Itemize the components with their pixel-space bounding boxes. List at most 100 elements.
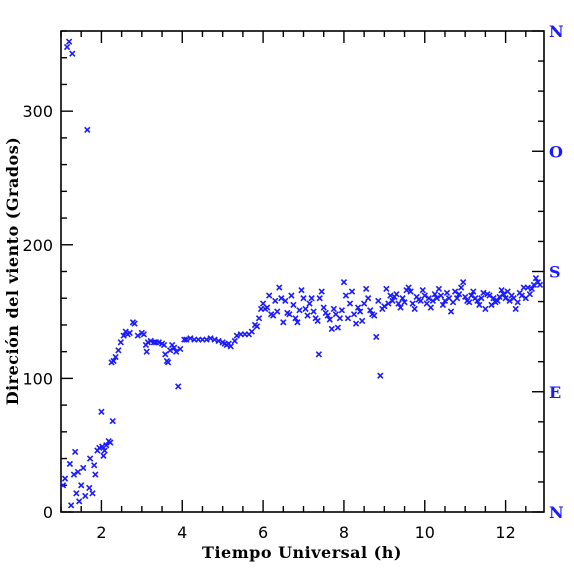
data-point-stroke — [336, 315, 344, 322]
data-point-stroke — [383, 285, 390, 293]
data-point-stroke — [314, 317, 321, 325]
data-point — [459, 279, 467, 286]
data-point-stroke — [431, 291, 439, 298]
data-point-stroke — [514, 299, 521, 306]
data-point — [506, 297, 513, 305]
data-point — [86, 484, 93, 492]
data-point-stroke — [171, 344, 178, 351]
data-point-stroke — [126, 329, 133, 337]
data-point — [73, 490, 80, 497]
data-point-stroke — [308, 295, 315, 302]
data-point-stroke — [360, 300, 368, 307]
y-tick-label: 300 — [22, 102, 53, 121]
data-point-stroke — [294, 319, 301, 326]
data-point-stroke — [265, 292, 273, 299]
data-point — [272, 297, 279, 305]
data-point-stroke — [59, 482, 67, 489]
data-point-stroke — [318, 288, 325, 295]
data-point — [117, 339, 124, 346]
data-point-stroke — [342, 292, 350, 299]
compass-label: S — [549, 263, 561, 282]
data-point-stroke — [393, 291, 400, 298]
data-point — [215, 337, 222, 345]
data-point — [78, 482, 85, 489]
data-point-stroke — [263, 304, 271, 311]
data-point — [427, 304, 434, 311]
data-point — [304, 312, 311, 319]
data-point — [373, 333, 380, 341]
data-point — [175, 383, 182, 390]
data-point — [278, 295, 285, 302]
data-point-stroke — [459, 279, 467, 286]
data-point-stroke — [510, 295, 517, 302]
data-point — [296, 307, 303, 314]
data-point-stroke — [203, 336, 210, 343]
data-point — [110, 357, 117, 365]
data-point-stroke — [482, 305, 489, 313]
data-point — [314, 317, 321, 325]
data-point-stroke — [107, 439, 114, 446]
data-point-stroke — [181, 336, 188, 343]
data-point — [74, 468, 82, 476]
data-point — [352, 320, 360, 327]
data-point-stroke — [112, 353, 119, 361]
data-point — [375, 297, 382, 305]
data-point-stroke — [320, 304, 327, 311]
data-point-stroke — [147, 337, 154, 345]
data-point — [480, 289, 487, 297]
data-point — [409, 300, 416, 307]
data-point-stroke — [103, 442, 110, 449]
data-point — [67, 502, 75, 509]
data-point — [421, 292, 428, 299]
data-point-stroke — [227, 343, 234, 350]
data-point-stroke — [425, 295, 432, 302]
data-point — [439, 301, 447, 309]
data-point-stroke — [401, 299, 408, 306]
data-point — [470, 288, 477, 295]
data-point-stroke — [354, 304, 362, 311]
data-point — [502, 295, 509, 302]
data-point — [66, 460, 74, 468]
data-point-stroke — [490, 295, 497, 302]
data-point — [112, 353, 119, 361]
data-point-stroke — [316, 295, 323, 302]
data-point-stroke — [362, 285, 370, 293]
data-point-stroke — [530, 281, 538, 289]
data-point-stroke — [375, 297, 382, 305]
data-point-stroke — [300, 295, 307, 302]
data-point-stroke — [371, 312, 378, 319]
data-point — [389, 297, 396, 305]
data-point-stroke — [315, 351, 323, 358]
data-point — [90, 462, 98, 469]
data-point — [302, 305, 309, 313]
data-point — [536, 281, 544, 289]
data-point-stroke — [389, 297, 396, 305]
data-point-stroke — [328, 325, 335, 333]
data-point-stroke — [290, 301, 297, 309]
data-point — [233, 332, 240, 339]
data-point-stroke — [306, 300, 313, 307]
x-tick-label: 4 — [177, 523, 187, 542]
data-point-stroke — [117, 339, 124, 346]
data-point-stroke — [248, 328, 255, 335]
data-point-stroke — [73, 490, 80, 497]
data-point — [532, 275, 540, 282]
data-point-stroke — [177, 345, 184, 353]
data-point — [282, 297, 289, 305]
data-point — [131, 320, 138, 327]
compass-label: O — [549, 142, 563, 161]
data-point — [407, 288, 414, 295]
data-point-stroke — [296, 307, 303, 314]
data-point — [274, 308, 281, 315]
data-point-stroke — [447, 308, 455, 315]
data-point-stroke — [468, 292, 475, 299]
data-point — [340, 279, 348, 286]
data-point-stroke — [166, 347, 174, 354]
data-point — [140, 331, 148, 338]
data-point-stroke — [286, 311, 293, 318]
data-point-stroke — [532, 275, 540, 282]
data-point-stroke — [417, 297, 424, 305]
data-point — [107, 439, 114, 446]
data-point-stroke — [274, 308, 281, 315]
